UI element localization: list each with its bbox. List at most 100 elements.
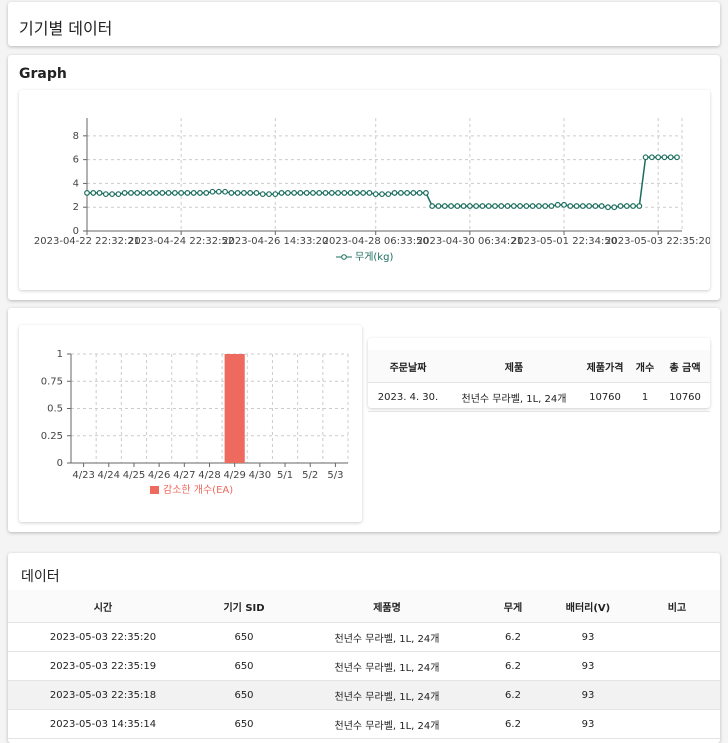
point [247,190,254,196]
point [567,203,574,209]
point [630,203,636,209]
point [517,203,523,209]
table-cell: 천년수 무라벨, 1L, 24개 [448,382,580,412]
table-cell: 93 [542,622,634,652]
table-cell [634,651,720,681]
point [109,191,116,198]
point [536,203,542,209]
point [347,190,354,196]
point [661,154,668,161]
point [209,188,216,195]
column-header: 기기 SID [198,590,290,623]
table-cell: 93 [542,651,634,681]
point [140,190,147,196]
point [134,190,141,196]
table-cell [634,622,720,652]
y-tick-label: 6 [73,155,79,166]
x-tick-label: 4/26 [148,470,170,481]
table-cell: 2023-05-03 22:35:20 [8,622,198,652]
y-tick-label: 0.25 [41,431,63,442]
table-cell: 6.2 [484,622,542,652]
header-row: 주문날짜 제품 제품가격 개수 총 금액 [368,350,710,383]
column-header: 개수 [630,350,660,383]
point [234,190,241,196]
x-tick-label: 2023-04-24 22:32:52 [128,236,234,247]
point [648,154,655,161]
page-title: 기기별 데이터 [19,19,113,38]
line-chart-box [19,90,710,290]
point [454,203,461,209]
point [379,191,385,198]
table-cell: 650 [198,680,290,710]
table-cell: 10760 [660,382,710,412]
table-cell: 93 [542,709,634,739]
point [479,203,486,209]
x-tick-label: 5/2 [302,470,318,481]
point [492,203,498,209]
bar-chart: 4/23 4/24 4/25 4/26 4/27 4/28 4/29 4/30 5/1 5/2 5/… [41,349,349,496]
line-series [87,156,677,208]
point [328,190,335,196]
x-tick-label: 2023-05-03 22:35:20 [605,236,710,247]
point [241,190,247,196]
point [310,190,316,196]
point [96,190,103,196]
point [504,203,511,209]
column-header: 제품 [448,350,580,383]
legend-label: 무게(kg) [355,251,393,263]
table-cell: 6.2 [484,680,542,710]
point [272,191,279,198]
table-row: 2023-05-03 14:35:14 650 천년수 무라벨, 1L, 24개 6.… [8,709,720,739]
point [586,203,593,209]
y-tick-label: 0 [57,458,63,469]
point [335,190,341,196]
x-tick-label: 2023-04-28 06:33:50 [323,236,429,247]
point [542,203,549,209]
point [674,154,680,161]
legend-symbol [150,486,159,494]
point [498,203,505,209]
table-cell: 2023-05-03 22:35:18 [8,680,198,710]
table-row: 2023. 4. 30. 천년수 무라벨, 1L, 24개 10760 1 10760 [368,382,710,412]
point [266,191,272,198]
x-tick-label: 5/3 [327,470,343,481]
point [561,201,567,208]
x-tick-label: 2023-04-26 14:33:20 [222,236,328,247]
column-header: 무게 [484,590,542,623]
bar-chart-box [19,325,362,522]
x-tick-label: 2023-05-01 22:34:50 [511,236,617,247]
point [372,191,379,198]
point [548,203,555,209]
point [203,190,210,196]
point [579,203,586,209]
point [611,204,618,211]
point [510,203,517,209]
table-cell: 650 [198,709,290,739]
point [391,190,398,196]
x-tick-label: 2023-04-22 22:32:21 [34,236,140,247]
point [146,190,153,196]
y-tick-label: 1 [57,349,63,360]
point [222,188,228,195]
column-header: 배터리(V) [542,590,634,623]
x-tick-label: 4/27 [173,470,195,481]
table-cell: 1 [630,382,660,412]
point [485,203,492,209]
table-cell: 10760 [580,382,630,412]
point [159,190,166,196]
point [466,203,473,209]
x-tick-label: 4/23 [72,470,94,481]
point [128,190,134,196]
table-row: 2023-05-03 22:35:19 650 천년수 무라벨, 1L, 24개 6.… [8,651,720,681]
column-header: 시간 [8,590,198,623]
point [416,190,423,196]
order-table: 주문날짜 제품 제품가격 개수 총 금액 2023. 4. 30. 천년수 무라벨, 1L,… [368,350,710,412]
point [385,191,392,198]
point [473,203,480,209]
table-cell: 650 [198,651,290,681]
point [592,203,599,209]
table-row: 2023-05-03 22:35:20 650 천년수 무라벨, 1L, 24개 6.… [8,622,720,652]
legend-symbol [341,254,347,260]
legend-label: 감소한 개수(EA) [163,484,233,496]
